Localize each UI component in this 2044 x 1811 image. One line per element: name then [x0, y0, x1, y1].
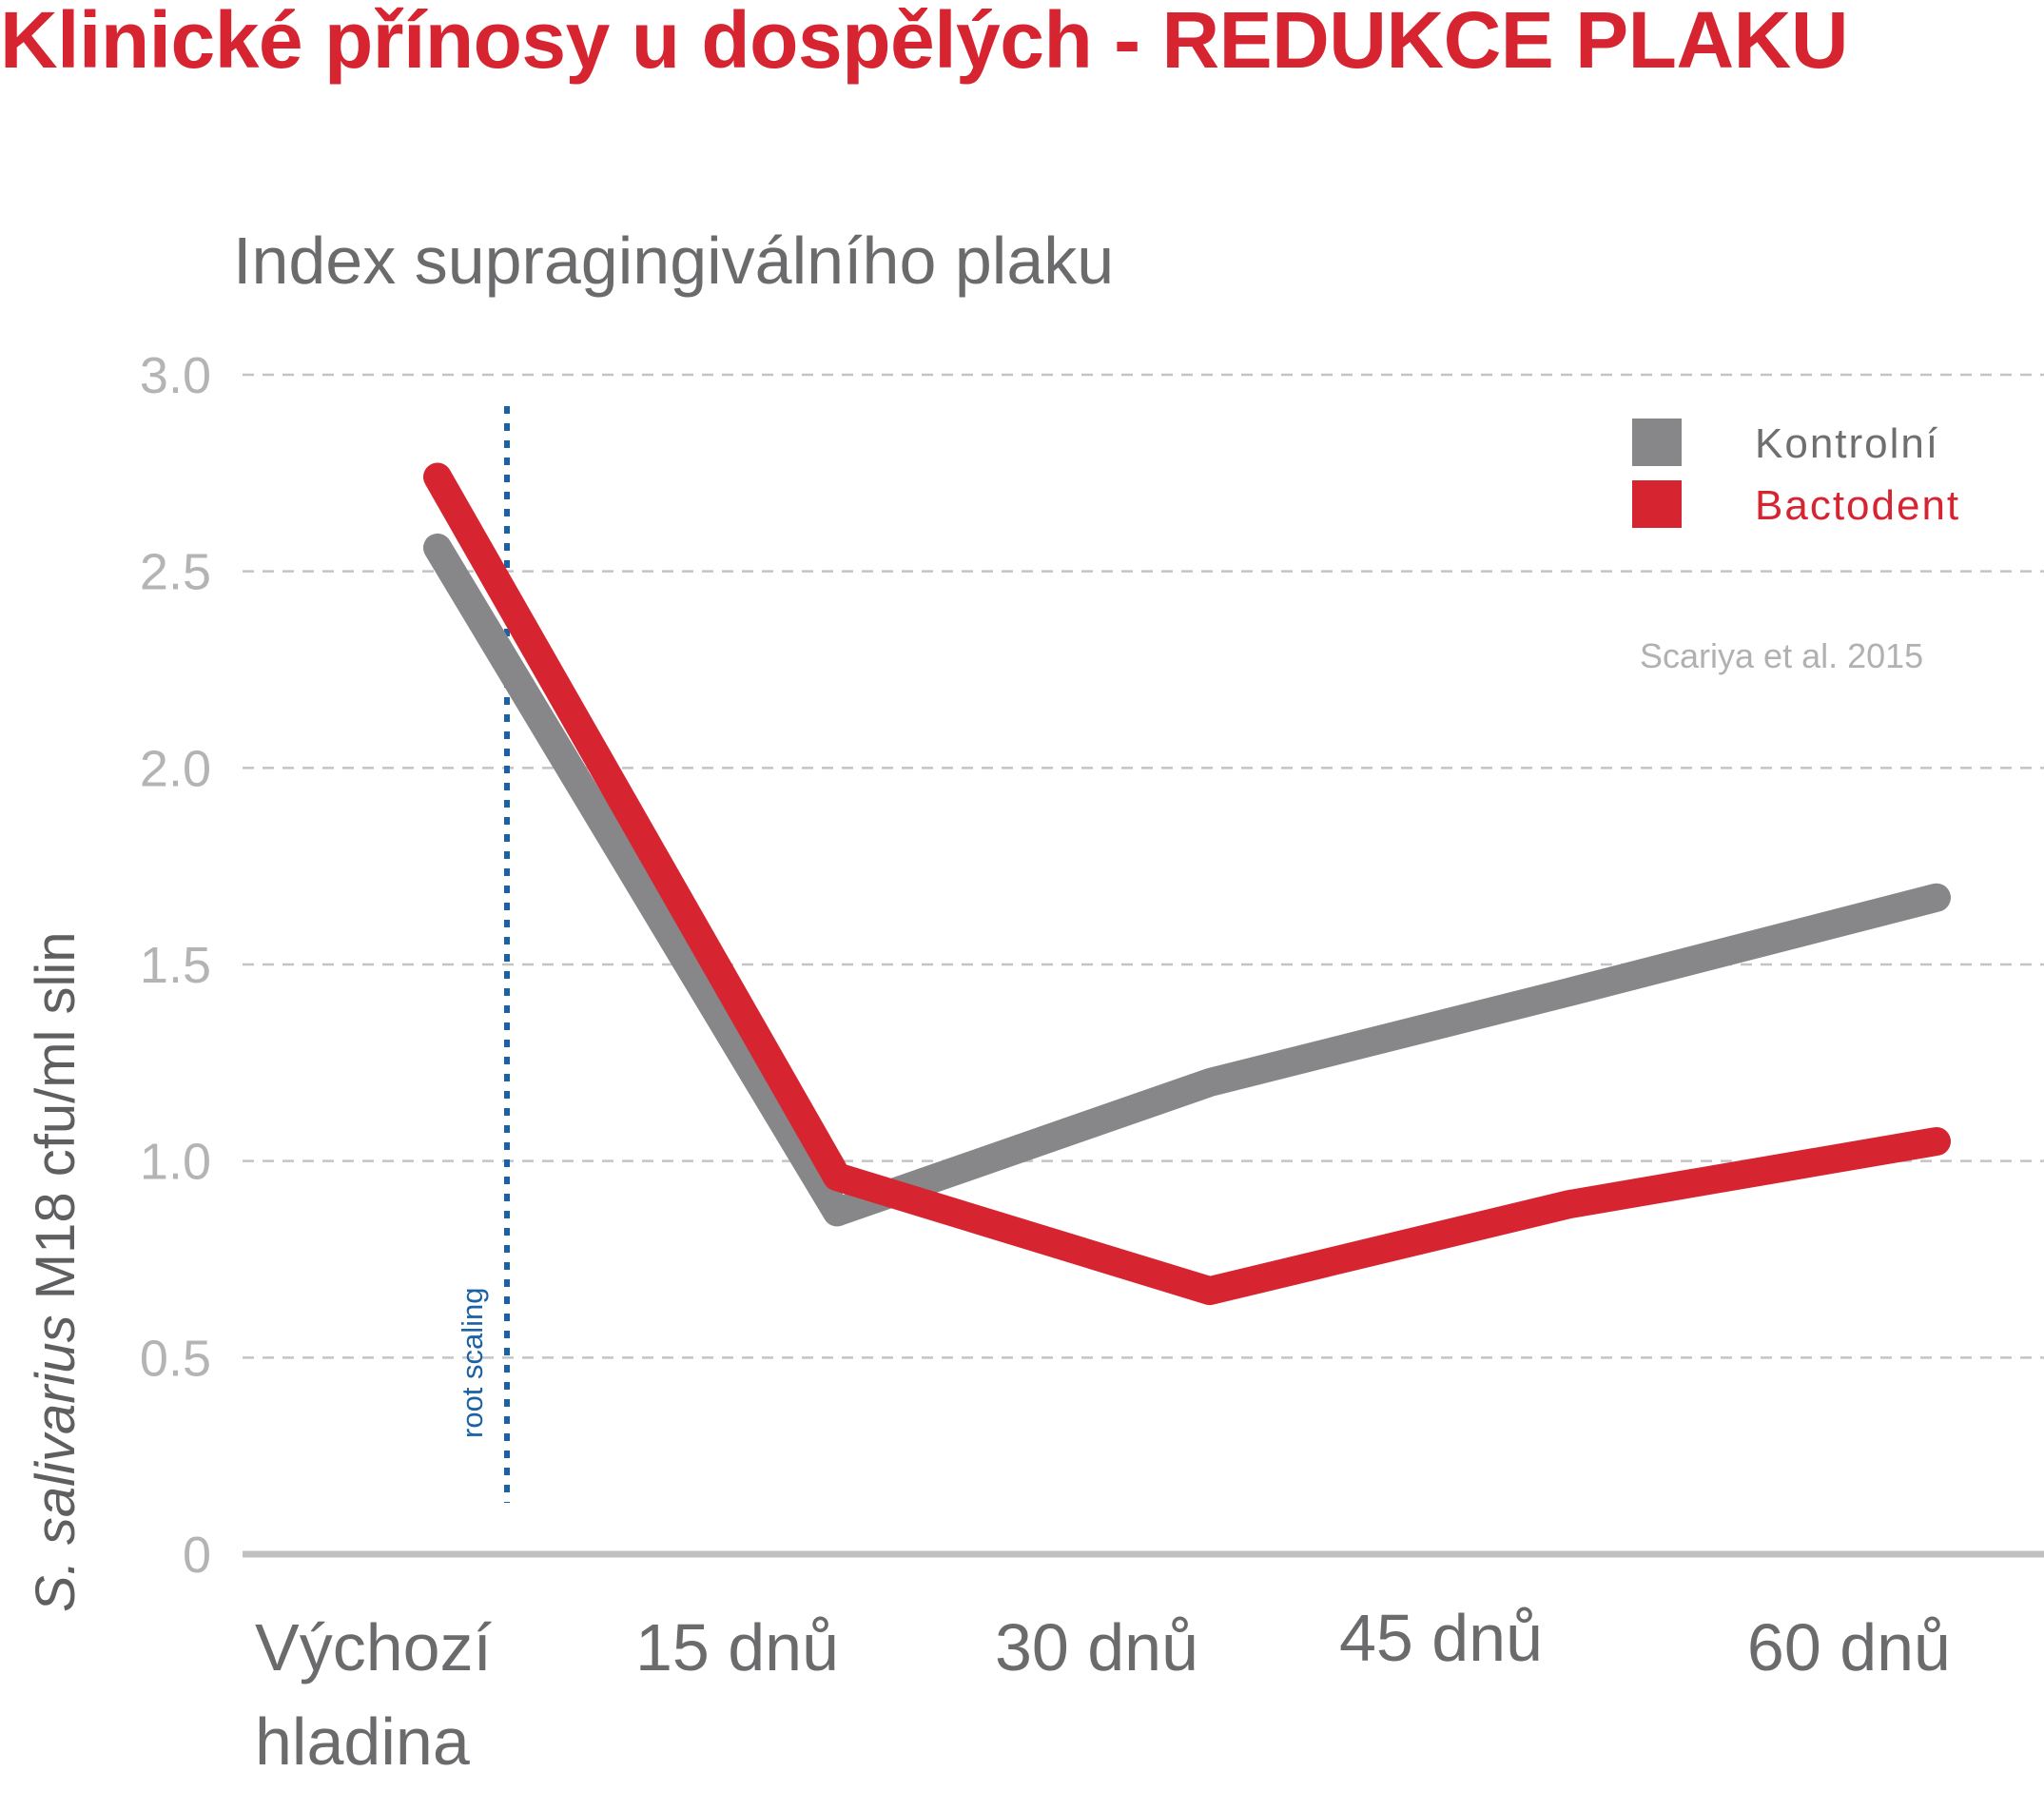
legend-label-bactodent: Bactodent: [1755, 482, 1960, 529]
x-tick-label: 30 dnů: [995, 1610, 1198, 1684]
x-tick-labels: Výchozí hladina 15 dnů 30 dnů 45 dnů 60 dnů: [255, 1601, 1951, 1779]
data-point-bactodent: [437, 476, 438, 478]
grid-lines: [243, 373, 2044, 1359]
x-tick-label-line: 30 dnů: [995, 1610, 1198, 1684]
series-line-bactodent: [423, 462, 1951, 1306]
source-citation: Scariya et al. 2015: [1640, 636, 1923, 675]
data-point-bactodent: [836, 1176, 838, 1178]
x-tick-label: 60 dnů: [1747, 1610, 1951, 1684]
x-tick-label: Výchozí hladina: [255, 1610, 493, 1779]
data-point-bactodent: [1568, 1203, 1570, 1206]
y-tick-label: 1.0: [140, 1134, 211, 1191]
page-title: Klinické přínosy u dospělých - REDUKCE P…: [0, 0, 1848, 85]
y-tick-label: 0.5: [140, 1330, 211, 1387]
x-tick-label-line: Výchozí: [255, 1610, 493, 1684]
y-axis-label-unit: M18 cfu/ml slin: [25, 931, 87, 1314]
legend: Kontrolní Bactodent: [1632, 419, 1960, 529]
y-axis-label-species: S. salivarius: [25, 1314, 87, 1612]
x-tick-label-line: hladina: [255, 1704, 470, 1779]
x-tick-label-line: 45 dnů: [1339, 1601, 1543, 1675]
x-tick-label: 15 dnů: [635, 1610, 839, 1684]
y-tick-label: 1.5: [140, 937, 211, 994]
data-point-kontroln: [1568, 990, 1570, 993]
data-point-bactodent: [1936, 1140, 1937, 1142]
y-axis-label: S. salivarius M18 cfu/ml slin: [25, 931, 87, 1612]
root-scaling-label: root scaling: [456, 1287, 489, 1438]
data-point-kontroln: [1936, 896, 1937, 899]
legend-swatch-kontroln: [1632, 419, 1682, 466]
y-tick-label: 2.5: [140, 544, 211, 601]
data-point-kontroln: [437, 546, 438, 549]
x-tick-label-line: 60 dnů: [1747, 1610, 1951, 1684]
data-point-kontroln: [836, 1211, 838, 1214]
root-scaling-marker: root scaling: [456, 406, 510, 1503]
data-point-bactodent: [1209, 1290, 1211, 1293]
legend-label-kontroln: Kontrolní: [1755, 420, 1939, 467]
y-tick-labels: 0 0.5 1.0 1.5 2.0 2.5 3.0: [140, 347, 211, 1584]
y-tick-label: 3.0: [140, 347, 211, 404]
x-tick-label: 45 dnů: [1339, 1601, 1543, 1675]
chart-subtitle: Index supragingiválního plaku: [233, 224, 1114, 298]
legend-swatch-bactodent: [1632, 480, 1682, 528]
y-tick-label: 0: [183, 1527, 211, 1584]
series-lines: [423, 462, 1951, 1306]
y-tick-label: 2.0: [140, 740, 211, 797]
x-tick-label-line: 15 dnů: [635, 1610, 839, 1684]
data-point-kontroln: [1209, 1081, 1211, 1083]
